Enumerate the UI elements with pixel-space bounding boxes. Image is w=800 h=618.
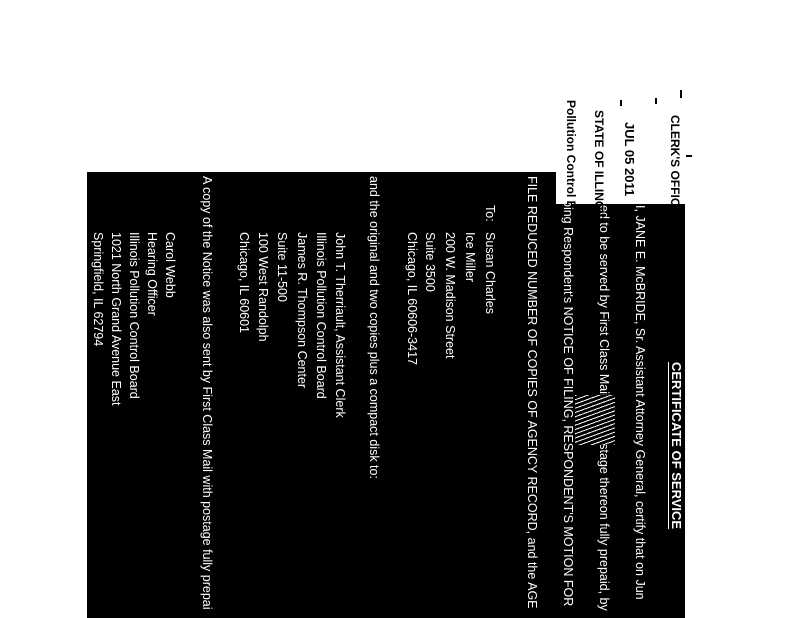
copy-line: A copy of the Notice was also sent by Fi… xyxy=(200,176,214,610)
recipient1-line: Ice Miller xyxy=(463,232,477,283)
recipient2-line: Illinois Pollution Control Board xyxy=(314,232,328,399)
recipient3-line: Hearing Officer xyxy=(145,232,159,316)
recipient2-line: Chicago, IL 60601 xyxy=(237,232,251,334)
paragraph-line-1: I, JANE E. McBRIDE, Sr. Assistant Attorn… xyxy=(633,205,647,600)
stamp-office: CLERK'S OFFICE xyxy=(668,115,682,215)
to-label: To: xyxy=(483,205,497,222)
recipient3-line: Springfield, IL 62794 xyxy=(91,232,105,347)
recipient3-line: Carol Webb xyxy=(163,232,177,298)
recipient3-line: 1021 North Grand Avenue East xyxy=(109,232,123,406)
recipient1-line: Chicago, IL 60606-3417 xyxy=(405,232,419,365)
stamp-mark xyxy=(680,90,682,98)
stamp-mark xyxy=(686,155,692,157)
document-title: CERTIFICATE OF SERVICE xyxy=(669,362,684,530)
stamp-date: JUL 05 2011 xyxy=(622,122,637,197)
recipient2-line: John T. Therriault, Assistant Clerk xyxy=(333,232,347,418)
recipient2-line: 100 West Randolph xyxy=(256,232,270,342)
stamp-state: STATE OF ILLINOIS xyxy=(592,110,606,222)
paragraph-line-3: oing Respondent's NOTICE OF FILING, RESP… xyxy=(561,200,575,607)
scan-artifact xyxy=(575,395,615,445)
recipient3-line: Illinois Pollution Control Board xyxy=(127,232,141,399)
recipient2-line: Suite 11-500 xyxy=(275,232,289,302)
recipient2-line: James R. Thompson Center xyxy=(295,232,309,389)
recipient1-line: Susan Charles xyxy=(483,232,497,314)
original-line: and the original and two copies plus a c… xyxy=(367,176,381,479)
received-stamp xyxy=(556,88,686,204)
stamp-mark xyxy=(655,98,657,104)
stamp-mark xyxy=(620,100,622,106)
paragraph-line-4: FILE REDUCED NUMBER OF COPIES OF AGENCY … xyxy=(525,176,539,609)
recipient1-line: Suite 3500 xyxy=(423,232,437,292)
recipient1-line: 200 W. Madison Street xyxy=(443,232,457,359)
stamp-board: Pollution Control Board xyxy=(564,100,578,204)
